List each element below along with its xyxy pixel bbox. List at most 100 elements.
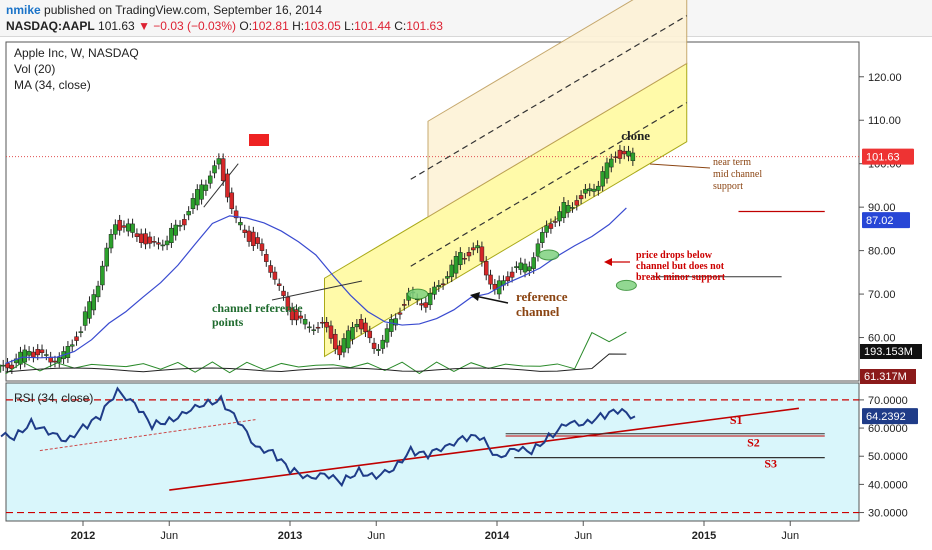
candle-body — [95, 285, 101, 298]
candle-body — [251, 231, 256, 247]
candle-body — [548, 223, 554, 229]
price-tick-label: 110.00 — [868, 115, 901, 127]
candle-body — [333, 333, 338, 350]
pointer-channel-reference — [271, 280, 363, 301]
annotation-price-drops: price drops below — [636, 250, 713, 261]
close-label: C: — [394, 19, 407, 33]
candle-body — [302, 319, 308, 325]
candle-body — [281, 290, 286, 296]
price-tick-label: 80.00 — [868, 246, 896, 258]
time-tick-label: Jun — [781, 530, 799, 542]
candle-body — [91, 294, 97, 311]
symbol[interactable]: NASDAQ:AAPL — [6, 19, 95, 33]
candle-body — [445, 276, 450, 279]
annotation-break-minor: break minor support — [636, 272, 726, 283]
candle-body — [617, 149, 623, 159]
candle-body — [350, 326, 355, 340]
candle-body — [440, 283, 446, 286]
candle-body — [432, 286, 437, 295]
annotation-support: support — [713, 181, 743, 192]
volume-badge — [860, 344, 922, 359]
last-price-badge-text: 101.63 — [866, 152, 900, 164]
volume-line — [5, 331, 627, 375]
candle-body — [31, 351, 36, 358]
candle-body — [609, 158, 614, 168]
candle-body — [393, 318, 398, 326]
volume-ma-line — [5, 353, 627, 373]
candle-body — [315, 326, 321, 329]
time-tick-label: 2014 — [485, 530, 510, 542]
candle-body — [535, 243, 541, 257]
candle-body — [182, 219, 187, 226]
candle-body — [527, 266, 532, 272]
candle-body — [134, 233, 140, 237]
candle-body — [324, 321, 329, 328]
last-price: 101.63 — [98, 19, 135, 33]
candle-body — [100, 265, 105, 286]
volume-badge-text: 193.153M — [864, 346, 913, 358]
candle-body — [436, 285, 442, 287]
candle-body — [462, 257, 467, 260]
rsi-tick-label: 70.0000 — [868, 395, 908, 407]
candle-body — [238, 222, 243, 226]
candle-body — [466, 251, 472, 257]
candle-body — [371, 342, 377, 349]
candle-body — [156, 242, 161, 245]
candle-body — [108, 234, 114, 249]
candle-body — [621, 150, 627, 155]
candle-body — [587, 188, 592, 192]
candle-body — [242, 229, 247, 233]
candle-body — [298, 315, 304, 319]
candle-body — [389, 319, 394, 332]
volume-ma-badge — [860, 369, 916, 384]
time-tick-label: 2015 — [692, 530, 716, 542]
rsi-line — [0, 386, 636, 488]
open-value: 102.81 — [252, 19, 289, 33]
candle-body — [212, 165, 217, 174]
candle-body — [160, 244, 166, 247]
ohlc-line: NASDAQ:AAPL 101.63 ▼ −0.03 (−0.03%) O:10… — [6, 19, 443, 33]
rsi-label-s3: S3 — [764, 456, 777, 470]
candle-body — [540, 232, 545, 243]
reference-point-ellipse — [407, 288, 429, 300]
candle-body — [475, 245, 480, 249]
candle-body — [126, 223, 131, 232]
arrow-reference — [474, 295, 509, 304]
candle-body — [458, 252, 463, 266]
candle-body — [138, 233, 144, 243]
reference-mid-line — [410, 102, 688, 267]
candle-body — [354, 323, 360, 328]
price-tick-label: 60.00 — [868, 333, 896, 345]
price-chart-title: Apple Inc, W, NASDAQ — [14, 46, 139, 60]
price-tick-label: 90.00 — [868, 202, 896, 214]
rsi-tick-label: 60.0000 — [868, 423, 908, 435]
candle-body — [363, 322, 368, 333]
candle-body — [449, 264, 454, 278]
rsi-label-s2: S2 — [747, 435, 760, 449]
price-change: −0.03 (−0.03%) — [153, 19, 237, 33]
candle-body — [591, 188, 597, 192]
candle-body — [311, 329, 316, 331]
volume-indicator-label: Vol (20) — [14, 62, 55, 76]
candle-body — [57, 357, 62, 363]
candle-body — [522, 263, 528, 273]
candle-body — [74, 336, 79, 341]
candle-body — [65, 346, 71, 358]
author-link[interactable]: nmike — [6, 3, 41, 17]
time-tick-label: Jun — [574, 530, 592, 542]
candle-body — [268, 265, 273, 273]
candle-body — [39, 349, 45, 353]
candle-body — [453, 256, 459, 274]
candle-body — [151, 241, 157, 243]
reference-point-ellipse — [538, 249, 560, 261]
close-value: 101.63 — [406, 19, 443, 33]
candle-body — [143, 233, 148, 245]
annotation-channel: channel — [516, 304, 560, 319]
candle-body — [69, 344, 75, 347]
candle-body — [121, 225, 127, 228]
candle-body — [531, 257, 536, 269]
candle-body — [384, 328, 390, 343]
candle-body — [173, 224, 178, 236]
time-tick-label: Jun — [367, 530, 385, 542]
